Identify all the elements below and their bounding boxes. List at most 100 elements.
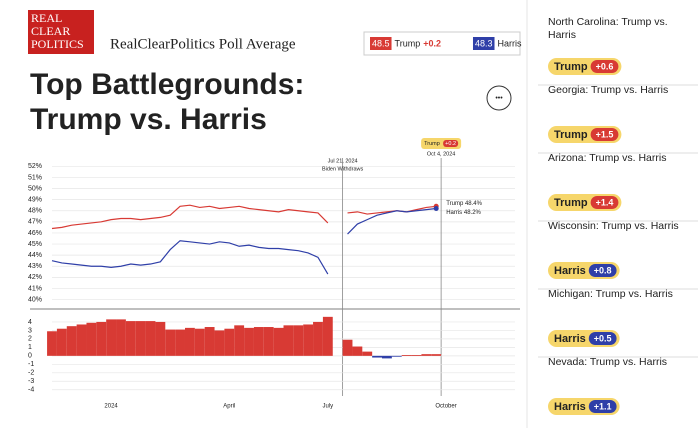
race-leader[interactable]: Trump — [554, 61, 588, 73]
x-tick-label: October — [435, 404, 456, 410]
race-leader[interactable]: Trump — [554, 197, 588, 209]
spread-bar — [86, 322, 97, 356]
race-title[interactable]: Wisconsin: Trump vs. Harris — [548, 220, 679, 232]
subtitle: RealClearPolitics Poll Average — [110, 36, 296, 52]
spread-bar — [283, 325, 294, 356]
badge-value-bg — [370, 37, 392, 50]
y-tick-label: 2 — [28, 336, 32, 343]
y-tick-label: 43% — [28, 263, 42, 270]
annotation-text: Biden Withdraws — [322, 166, 364, 172]
x-tick-label: April — [223, 404, 235, 410]
spread-bar — [155, 321, 166, 356]
y-tick-label: 41% — [28, 285, 42, 292]
spread-bar — [116, 319, 126, 356]
spread-bar — [362, 351, 373, 356]
spread-bar — [253, 327, 264, 356]
race-spread-bg[interactable] — [588, 332, 617, 345]
y-tick-label: 1 — [28, 344, 32, 351]
logo[interactable] — [28, 10, 94, 54]
spread-bar — [56, 328, 67, 356]
logo-text: CLEAR — [31, 24, 70, 38]
y-tick-label: 40% — [28, 296, 42, 303]
logo-text: REAL — [31, 11, 62, 25]
race-spread-bg[interactable] — [590, 60, 619, 73]
spread-bar — [184, 327, 195, 356]
y-tick-label: 52% — [28, 163, 42, 170]
tooltip-name: Trump — [424, 141, 440, 147]
y-tick-label: 44% — [28, 252, 42, 259]
spread-bar — [421, 354, 432, 356]
race-leader[interactable]: Trump — [554, 129, 588, 141]
annotation-label: Oct 4, 2024 — [427, 151, 455, 157]
spread-bar — [303, 324, 314, 356]
spread-bar — [106, 319, 117, 356]
race-spread[interactable]: +0.5 — [594, 333, 612, 343]
spread-bar — [135, 321, 146, 356]
race-spread[interactable]: +1.5 — [596, 129, 614, 139]
badge-name: Trump — [395, 38, 421, 48]
race-leader[interactable]: Harris — [554, 333, 586, 345]
spread-bar — [175, 329, 185, 356]
badge-change: +0.2 — [423, 38, 441, 48]
y-tick-label: -2 — [28, 370, 34, 377]
spread-bar — [382, 355, 392, 359]
race-spread-bg[interactable] — [590, 128, 619, 141]
y-tick-label: 45% — [28, 241, 42, 248]
spread-bar — [401, 355, 412, 356]
race-spread-bg[interactable] — [590, 196, 619, 209]
spread-bar — [293, 325, 304, 356]
annotation-label: Jul 21, 2024 — [328, 158, 358, 164]
spread-bar — [66, 326, 77, 356]
spread-bar — [204, 327, 215, 356]
race-spread[interactable]: +0.8 — [594, 265, 612, 275]
logo-text: POLITICS — [31, 37, 84, 51]
badge-value: 48.5 — [372, 38, 390, 48]
race-spread-bg[interactable] — [588, 400, 617, 413]
race-title[interactable]: Arizona: Trump vs. Harris — [548, 152, 666, 164]
spread-bar — [322, 316, 333, 356]
race-title[interactable]: Georgia: Trump vs. Harris — [548, 84, 668, 96]
spread-bar — [342, 339, 353, 356]
menu-icon[interactable]: ••• — [495, 95, 503, 102]
spread-bar — [224, 328, 235, 356]
race-title[interactable]: Michigan: Trump vs. Harris — [548, 288, 673, 300]
spread-bar — [96, 321, 107, 356]
y-tick-label: 0 — [28, 353, 32, 360]
race-leader[interactable]: Harris — [554, 401, 586, 413]
title: Trump vs. Harris — [30, 103, 267, 136]
y-tick-label: 3 — [28, 327, 32, 334]
spread-bar — [273, 327, 284, 356]
race-title[interactable]: North Carolina: Trump vs. Harris — [548, 16, 668, 41]
title: Top Battlegrounds: — [30, 68, 304, 101]
race-title[interactable]: Nevada: Trump vs. Harris — [548, 356, 667, 368]
spread-bar — [76, 324, 87, 356]
spread-bar — [263, 327, 274, 356]
spread-bar — [411, 355, 422, 356]
y-tick-label: 49% — [28, 196, 42, 203]
race-spread-bg[interactable] — [588, 264, 617, 277]
spread-bar — [125, 321, 136, 356]
y-tick-label: 46% — [28, 230, 42, 237]
race-spread[interactable]: +1.1 — [594, 401, 612, 411]
spread-bar — [431, 354, 442, 356]
race-spread[interactable]: +1.4 — [596, 197, 614, 207]
y-tick-label: -4 — [28, 387, 34, 394]
badge-name: Harris — [498, 38, 522, 48]
y-tick-label: -3 — [28, 378, 34, 385]
race-leader[interactable]: Harris — [554, 265, 586, 277]
end-label: Harris 48.2% — [446, 210, 481, 216]
race-spread[interactable]: +0.6 — [596, 61, 614, 71]
tooltip-spread-bg — [443, 140, 459, 147]
x-tick-label: 2024 — [104, 404, 118, 410]
spread-bar — [165, 329, 176, 356]
spread-bar — [145, 321, 156, 356]
spread-bar — [372, 355, 383, 358]
end-dot — [433, 206, 439, 212]
y-tick-label: 42% — [28, 274, 42, 281]
menu-button[interactable] — [486, 85, 512, 111]
series-line — [51, 204, 437, 230]
y-tick-label: 48% — [28, 208, 42, 215]
spread-bar — [47, 331, 57, 356]
